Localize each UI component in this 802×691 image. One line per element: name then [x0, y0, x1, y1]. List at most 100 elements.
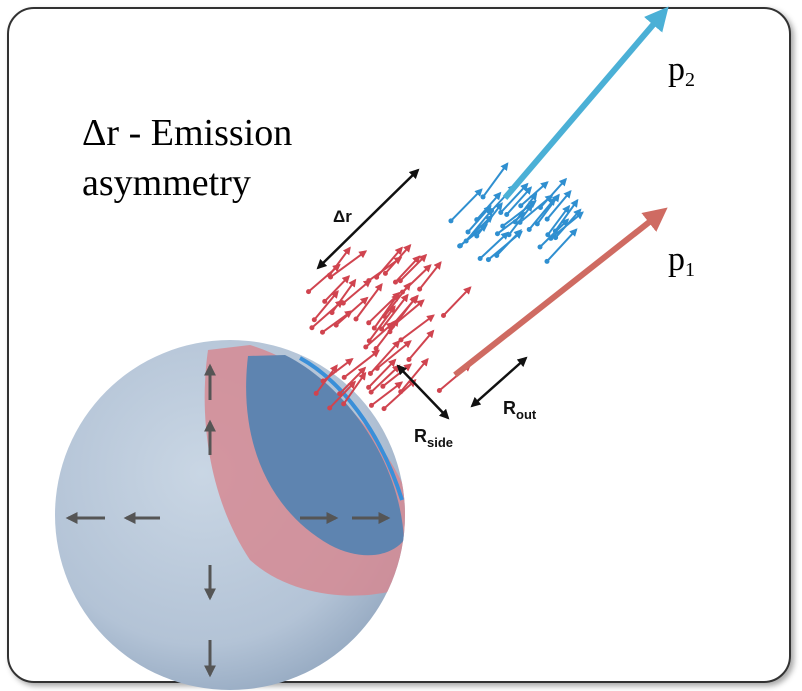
- particle-arrow: [554, 198, 579, 232]
- particle-arrow: [335, 296, 369, 326]
- particle-dot: [368, 389, 374, 395]
- particle-dot: [309, 325, 315, 331]
- p1-label: p1: [668, 241, 695, 281]
- particle-arrow: [505, 186, 533, 216]
- particle-dot: [326, 272, 332, 278]
- particle-dot: [374, 365, 380, 371]
- p1-base: p: [668, 241, 685, 278]
- sphere: [55, 340, 405, 690]
- particle-dot: [353, 316, 359, 322]
- r-out-base: R: [503, 398, 516, 418]
- particle-dot: [366, 278, 372, 284]
- particle-dot: [474, 217, 480, 223]
- particle-dot: [553, 235, 559, 241]
- particle-arrow: [380, 293, 409, 330]
- title-line: Δr - Emission: [82, 112, 292, 154]
- particle-dot: [518, 203, 524, 209]
- particle-arrow: [315, 364, 338, 394]
- particle-dot: [341, 374, 347, 380]
- particle-dot: [489, 208, 495, 214]
- particle-arrow: [539, 177, 568, 209]
- particle-arrow: [313, 290, 339, 321]
- particle-arrow: [482, 162, 509, 198]
- title-line: asymmetry: [82, 162, 251, 204]
- particle-arrow: [476, 191, 502, 221]
- particle-dot: [311, 317, 317, 323]
- p1-sub: 1: [685, 259, 695, 281]
- particle-arrow: [370, 364, 401, 393]
- particle-dot: [367, 370, 373, 376]
- particle-dot: [500, 223, 506, 229]
- particle-dot: [371, 325, 377, 331]
- particle-arrow: [389, 295, 418, 333]
- r-out-label: Rout: [503, 398, 537, 422]
- particle-dot: [337, 391, 343, 397]
- particle-dot: [498, 210, 504, 216]
- r-out-sub: out: [516, 407, 537, 422]
- particle-arrow: [442, 286, 472, 317]
- particle-dot: [320, 329, 326, 335]
- particle-dot: [382, 270, 388, 276]
- particle-dot: [392, 279, 398, 285]
- particle-dot: [329, 310, 335, 316]
- particle-arrow: [408, 329, 435, 361]
- particle-arrow: [536, 193, 560, 225]
- particle-dot: [381, 406, 387, 412]
- particle-dot: [534, 221, 540, 227]
- particle-arrow: [331, 278, 357, 314]
- particle-arrow: [367, 358, 397, 389]
- particle-dot: [504, 212, 510, 218]
- particle-arrow: [324, 275, 351, 303]
- particle-dot: [441, 312, 447, 318]
- momentum-arrow-p2: [502, 6, 669, 200]
- particle-dot: [526, 226, 532, 232]
- particle-arrow: [328, 380, 357, 409]
- blue-particle-cluster: [448, 162, 584, 264]
- particle-dot: [406, 356, 412, 362]
- momentum-arrow-p1: [453, 207, 668, 378]
- particle-dot: [327, 405, 333, 411]
- particle-arrow: [368, 291, 401, 324]
- particle-arrow: [355, 282, 383, 320]
- particle-arrow: [400, 314, 435, 341]
- particle-arrow: [508, 203, 534, 236]
- particle-dot: [448, 218, 454, 224]
- r-side-base: R: [414, 426, 427, 446]
- particle-dot: [545, 232, 551, 238]
- particle-dot: [485, 257, 491, 263]
- particle-dot: [494, 252, 500, 258]
- r-side-label: Rside: [414, 426, 453, 450]
- delta-r-label: Δr: [333, 207, 352, 226]
- particle-arrow: [343, 349, 380, 379]
- particle-arrow: [539, 218, 570, 248]
- particle-arrow: [546, 228, 578, 263]
- particle-dot: [380, 383, 386, 389]
- particle-dot: [544, 258, 550, 264]
- particle-arrow: [368, 305, 396, 342]
- particle-arrow: [514, 192, 538, 223]
- particle-arrow: [547, 204, 571, 236]
- particle-arrow: [418, 261, 442, 290]
- particle-arrow: [342, 371, 367, 405]
- particle-dot: [366, 320, 372, 326]
- particle-arrow: [365, 321, 395, 348]
- particle-dot: [366, 384, 372, 390]
- particle-dot: [341, 401, 347, 407]
- particle-dot: [537, 204, 543, 210]
- particle-dot: [387, 329, 393, 335]
- particle-dot: [436, 387, 442, 393]
- particle-dot: [379, 326, 385, 332]
- particle-dot: [512, 219, 518, 225]
- particle-dot: [398, 337, 404, 343]
- particle-dot: [474, 233, 480, 239]
- particle-dot: [457, 243, 463, 249]
- particle-dot: [477, 256, 483, 262]
- particle-arrow: [450, 188, 483, 222]
- particle-dot: [363, 344, 369, 350]
- particle-arrow: [496, 211, 527, 235]
- particle-dot: [306, 289, 312, 295]
- particle-arrow: [496, 229, 522, 257]
- particle-arrow: [546, 189, 572, 220]
- p2-base: p: [668, 51, 685, 88]
